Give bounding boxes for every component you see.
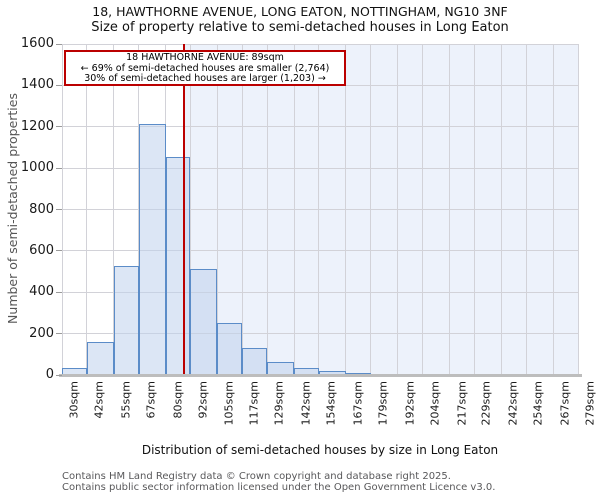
gridline-horizontal bbox=[62, 333, 578, 335]
y-tick-mark bbox=[56, 84, 62, 86]
property-size-marker-line bbox=[183, 44, 186, 375]
x-axis-baseline bbox=[59, 374, 582, 377]
y-tick-label: 1600 bbox=[20, 36, 54, 51]
y-tick-label: 0 bbox=[45, 367, 54, 382]
gridline-horizontal bbox=[62, 209, 578, 210]
x-tick-label: 204sqm bbox=[428, 381, 442, 426]
histogram-bar bbox=[86, 341, 114, 375]
histogram-bar bbox=[165, 156, 191, 375]
x-tick-label: 267sqm bbox=[558, 381, 572, 426]
annotation-larger-stat: 30% of semi-detached houses are larger (… bbox=[84, 73, 326, 85]
gridline-horizontal bbox=[62, 250, 578, 252]
x-tick-label: 154sqm bbox=[324, 381, 338, 426]
x-tick-label: 80sqm bbox=[171, 381, 185, 419]
y-tick-label: 400 bbox=[29, 284, 54, 300]
x-tick-label: 92sqm bbox=[195, 381, 209, 419]
footer-attribution-line-1: Contains HM Land Registry data © Crown c… bbox=[62, 471, 451, 482]
x-tick-label: 142sqm bbox=[299, 381, 313, 426]
histogram-bar bbox=[267, 361, 295, 375]
y-tick-mark bbox=[56, 250, 62, 252]
y-tick-mark bbox=[56, 374, 62, 376]
x-tick-label: 129sqm bbox=[272, 381, 286, 426]
histogram-bar bbox=[138, 123, 166, 375]
x-tick-label: 42sqm bbox=[92, 381, 106, 419]
x-axis-title: Distribution of semi-detached houses by … bbox=[141, 443, 499, 457]
y-tick-mark bbox=[56, 167, 62, 169]
x-tick-label: 167sqm bbox=[351, 381, 365, 426]
y-tick-label: 800 bbox=[29, 201, 54, 217]
x-tick-label: 279sqm bbox=[583, 381, 597, 426]
y-tick-mark bbox=[56, 291, 62, 293]
x-tick-label: 254sqm bbox=[531, 381, 545, 426]
gridline-horizontal bbox=[62, 126, 578, 128]
gridline-horizontal bbox=[62, 291, 578, 293]
y-tick-label: 1400 bbox=[20, 77, 54, 93]
annotation-property-label: 18 HAWTHORNE AVENUE: 89sqm bbox=[126, 52, 284, 63]
footer-attribution-line-2: Contains public sector information licen… bbox=[62, 482, 496, 493]
x-tick-label: 242sqm bbox=[506, 381, 520, 426]
marker-annotation-box: 18 HAWTHORNE AVENUE: 89sqm ← 69% of semi… bbox=[64, 50, 346, 86]
x-tick-label: 179sqm bbox=[376, 381, 390, 426]
y-tick-label: 1200 bbox=[20, 118, 54, 134]
x-tick-label: 217sqm bbox=[455, 381, 469, 426]
y-tick-label: 200 bbox=[29, 325, 54, 341]
y-tick-mark bbox=[56, 333, 62, 335]
y-axis-title: Number of semi-detached properties bbox=[5, 93, 20, 324]
chart-title: 18, HAWTHORNE AVENUE, LONG EATON, NOTTIN… bbox=[92, 4, 508, 19]
y-tick-mark bbox=[56, 126, 62, 128]
gridline-horizontal bbox=[62, 43, 578, 45]
x-tick-label: 117sqm bbox=[247, 381, 261, 426]
x-tick-label: 192sqm bbox=[403, 381, 417, 426]
y-tick-label: 1000 bbox=[20, 160, 54, 176]
x-tick-label: 229sqm bbox=[479, 381, 493, 426]
x-tick-label: 67sqm bbox=[144, 381, 158, 419]
chart-subtitle: Size of property relative to semi-detach… bbox=[91, 20, 509, 35]
y-tick-mark bbox=[56, 209, 62, 210]
histogram-bar bbox=[242, 347, 268, 375]
annotation-smaller-stat: ← 69% of semi-detached houses are smalle… bbox=[80, 62, 330, 74]
histogram-bar bbox=[217, 323, 243, 375]
gridline-horizontal bbox=[62, 167, 578, 169]
plot-spine bbox=[577, 44, 579, 375]
histogram-bar bbox=[113, 266, 139, 375]
y-tick-label: 600 bbox=[29, 242, 54, 258]
x-tick-label: 55sqm bbox=[119, 381, 133, 419]
histogram-bar bbox=[190, 269, 218, 375]
y-tick-mark bbox=[56, 43, 62, 45]
x-tick-label: 30sqm bbox=[67, 381, 81, 419]
x-tick-label: 105sqm bbox=[222, 381, 236, 426]
